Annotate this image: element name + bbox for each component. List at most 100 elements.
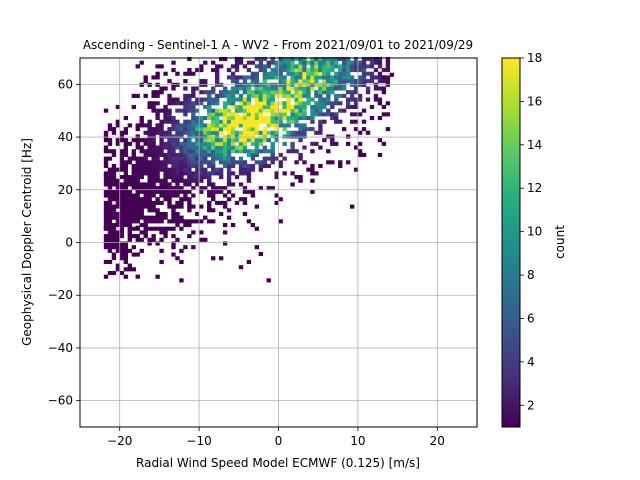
heatmap-bin <box>203 160 208 165</box>
heatmap-bin <box>318 97 323 102</box>
heatmap-bin <box>115 104 121 110</box>
heatmap-bin <box>270 108 275 113</box>
heatmap-bin <box>357 82 363 87</box>
heatmap-bin <box>214 115 220 121</box>
heatmap-bin <box>211 256 216 261</box>
heatmap-bin <box>179 189 184 194</box>
heatmap-bin <box>234 200 240 205</box>
heatmap-bin <box>334 86 339 91</box>
heatmap-bin <box>103 171 109 176</box>
heatmap-bin <box>139 175 144 180</box>
heatmap-bin <box>199 145 204 150</box>
heatmap-bin <box>230 115 236 121</box>
heatmap-bin <box>111 252 117 257</box>
heatmap-bin <box>103 274 109 279</box>
heatmap-bin <box>171 141 176 146</box>
heatmap-bin <box>147 119 152 124</box>
heatmap-bin <box>179 175 184 180</box>
heatmap-bin <box>286 130 291 135</box>
heatmap-bin <box>214 101 220 106</box>
heatmap-bins <box>103 56 395 283</box>
heatmap-bin <box>222 200 228 205</box>
heatmap-bin <box>207 219 212 224</box>
heatmap-bin <box>183 138 188 143</box>
heatmap-bin <box>306 71 311 76</box>
heatmap-bin <box>119 197 125 202</box>
heatmap-bin <box>167 171 172 176</box>
heatmap-bin <box>155 175 160 180</box>
heatmap-bin <box>179 123 184 128</box>
heatmap-bin <box>195 101 200 106</box>
heatmap-bin <box>330 86 335 91</box>
heatmap-bin <box>214 75 220 80</box>
heatmap-bin <box>226 208 232 213</box>
heatmap-bin <box>353 60 359 65</box>
heatmap-bin <box>179 178 184 183</box>
heatmap-bin <box>191 219 196 224</box>
heatmap-bin <box>266 186 271 191</box>
heatmap-bin <box>310 119 315 124</box>
heatmap-bin <box>234 97 240 102</box>
heatmap-bin <box>345 56 351 62</box>
heatmap-bin <box>183 193 188 198</box>
heatmap-bin <box>318 130 323 135</box>
heatmap-bin <box>147 160 152 165</box>
heatmap-bin <box>131 197 136 202</box>
heatmap-bin <box>318 71 323 76</box>
heatmap-bin <box>294 93 299 98</box>
heatmap-bin <box>377 64 383 69</box>
heatmap-bin <box>238 119 244 124</box>
heatmap-bin <box>222 104 228 110</box>
heatmap-bin <box>238 182 244 187</box>
heatmap-bin <box>361 56 367 62</box>
heatmap-bin <box>369 60 375 65</box>
heatmap-bin <box>353 104 359 110</box>
heatmap-bin <box>262 156 267 161</box>
heatmap-bin <box>226 119 232 124</box>
heatmap-bin <box>151 204 156 209</box>
heatmap-bin <box>298 75 303 80</box>
heatmap-bin <box>103 234 109 239</box>
heatmap-bin <box>135 208 140 213</box>
heatmap-bin <box>314 56 319 62</box>
heatmap-bin <box>258 160 264 165</box>
heatmap-bin <box>199 149 204 154</box>
heatmap-bin <box>187 171 192 176</box>
heatmap-bin <box>115 123 121 128</box>
heatmap-bin <box>258 115 264 121</box>
heatmap-bin <box>131 211 136 217</box>
heatmap-bin <box>207 145 212 150</box>
heatmap-bin <box>349 119 355 124</box>
heatmap-bin <box>107 123 113 128</box>
colorbar-tick-label: 10 <box>527 225 542 239</box>
heatmap-bin <box>147 219 152 224</box>
heatmap-bin <box>286 93 291 98</box>
heatmap-bin <box>195 138 200 143</box>
heatmap-bin <box>306 90 311 95</box>
heatmap-bin <box>294 134 299 139</box>
heatmap-bin <box>159 119 164 124</box>
heatmap-bin <box>294 71 299 76</box>
heatmap-bin <box>353 119 359 124</box>
heatmap-bin <box>254 79 260 84</box>
heatmap-bin <box>167 108 172 113</box>
heatmap-bin <box>326 112 331 117</box>
heatmap-bin <box>338 79 343 84</box>
heatmap-bin <box>159 134 164 139</box>
heatmap-bin <box>338 163 343 169</box>
heatmap-bin <box>111 237 117 242</box>
heatmap-bin <box>342 86 347 91</box>
heatmap-bin <box>143 130 148 135</box>
heatmap-bin <box>175 141 180 146</box>
heatmap-bin <box>274 130 279 135</box>
heatmap-bin <box>282 104 287 110</box>
heatmap-bin <box>191 141 196 146</box>
heatmap-bin <box>115 204 121 209</box>
colorbar-tick-label: 4 <box>527 355 535 369</box>
heatmap-bin <box>135 189 140 194</box>
heatmap-bin <box>238 130 244 135</box>
heatmap-bin <box>214 112 220 117</box>
heatmap-bin <box>195 86 200 91</box>
heatmap-bin <box>191 90 196 95</box>
